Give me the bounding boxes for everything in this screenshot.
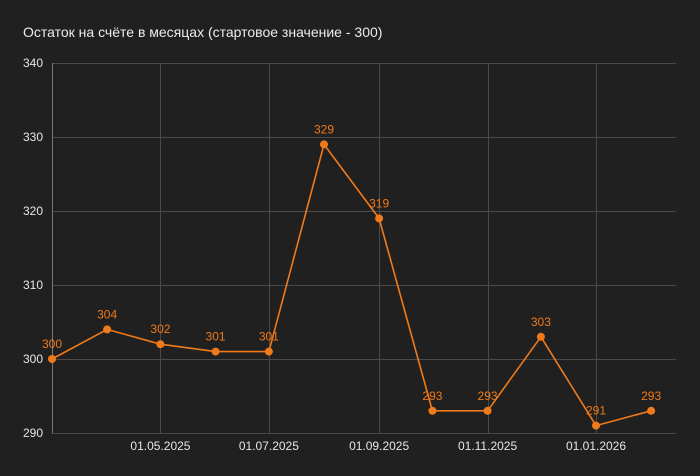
- data-point: [647, 406, 656, 415]
- y-tick-label: 300: [23, 352, 43, 366]
- data-point: [320, 140, 328, 149]
- data-label: 293: [641, 389, 661, 403]
- chart-title: Остаток на счёте в месяцах (стартовое зн…: [23, 24, 383, 40]
- data-label: 303: [531, 315, 551, 329]
- data-point: [536, 332, 545, 341]
- data-point: [483, 406, 492, 415]
- x-tick-label: 01.09.2025: [349, 439, 409, 453]
- x-tick-label: 01.07.2025: [239, 439, 299, 453]
- data-label: 302: [150, 322, 170, 336]
- y-tick-label: 310: [23, 278, 43, 292]
- x-tick-label: 01.01.2026: [566, 439, 626, 453]
- y-tick-label: 320: [23, 204, 43, 218]
- data-label: 319: [369, 196, 389, 210]
- data-label: 329: [314, 122, 334, 136]
- x-tick-label: 01.05.2025: [130, 439, 190, 453]
- data-label: 293: [422, 389, 442, 403]
- data-point: [211, 347, 220, 356]
- data-label: 304: [97, 307, 117, 321]
- series-line: [51, 143, 652, 427]
- data-point: [428, 406, 437, 415]
- data-point: [592, 421, 600, 430]
- data-label: 293: [478, 389, 498, 403]
- data-point: [48, 355, 56, 363]
- x-tick-label: 01.11.2025: [458, 439, 517, 453]
- data-label: 300: [42, 337, 62, 351]
- y-tick-label: 340: [23, 56, 43, 70]
- y-tick-label: 290: [23, 426, 43, 440]
- data-point: [156, 340, 165, 349]
- y-tick-label: 330: [23, 130, 43, 144]
- data-label: 301: [206, 330, 226, 344]
- data-label: 301: [259, 330, 279, 344]
- data-point: [264, 347, 273, 356]
- data-point: [375, 214, 384, 223]
- data-point: [103, 325, 112, 334]
- data-label: 291: [586, 404, 606, 418]
